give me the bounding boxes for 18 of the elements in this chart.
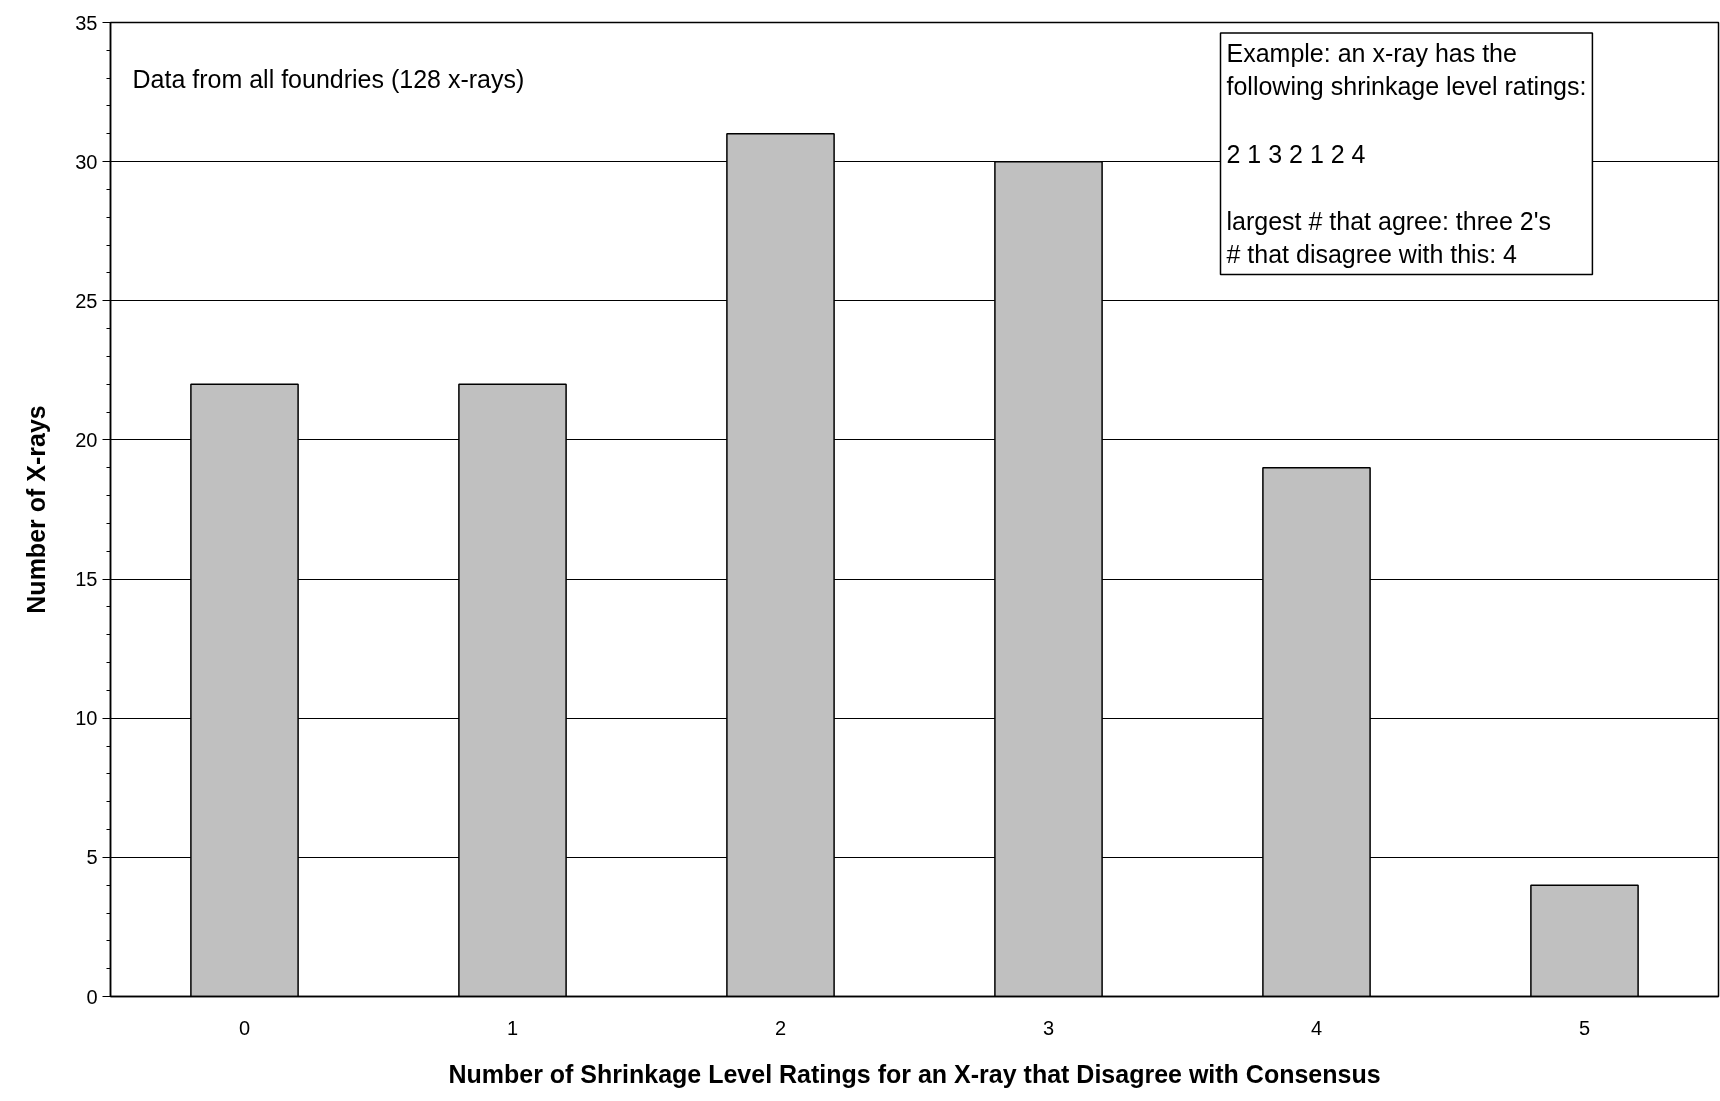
y-tick-label: 20 bbox=[75, 428, 98, 451]
y-tick-label: 5 bbox=[86, 846, 98, 869]
y-tick-label: 15 bbox=[75, 568, 98, 591]
y-tick-label: 30 bbox=[75, 150, 98, 173]
x-tick-label: 5 bbox=[1578, 1016, 1591, 1039]
x-tick-label: 2 bbox=[774, 1016, 787, 1039]
text: Example: an x-ray has the following shrinkage level ratings: 2 1 3 2 1 2 4 largest # that agree: three 2's # that disagree with this: 4 bbox=[1226, 38, 1587, 269]
y-axis-title: Number of X-rays bbox=[22, 405, 51, 614]
x-tick-label: 3 bbox=[1042, 1016, 1055, 1039]
y-tick-label: 25 bbox=[75, 289, 98, 312]
y-tick-label: 0 bbox=[86, 985, 98, 1008]
x-tick-label: 0 bbox=[238, 1016, 251, 1039]
x-axis-title: Number of Shrinkage Level Ratings for an X-ray that Disagree with Consensus bbox=[448, 1059, 1381, 1088]
y-tick-label: 35 bbox=[75, 11, 98, 34]
x-tick-label: 4 bbox=[1310, 1016, 1323, 1039]
annotation: Data from all foundries (128 x-rays) bbox=[132, 64, 525, 93]
y-tick-label: 10 bbox=[75, 707, 98, 730]
x-tick-label: 1 bbox=[506, 1016, 519, 1039]
